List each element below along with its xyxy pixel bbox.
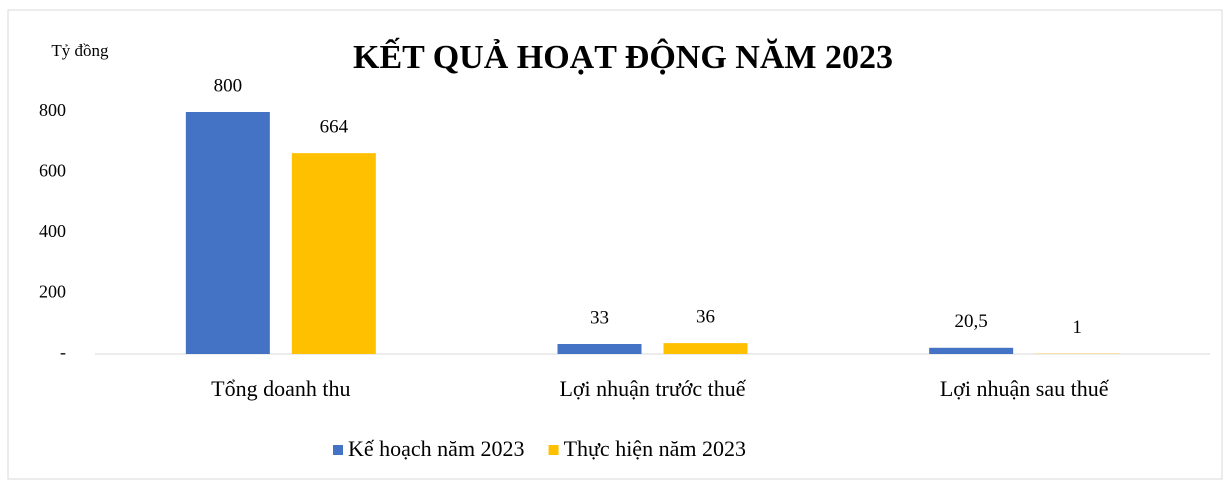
value-label: 33 [590,307,609,328]
bar [663,343,748,354]
value-label: 800 [214,75,243,96]
y-tick-label: 200 [39,282,66,302]
value-label: 20,5 [955,311,988,332]
legend-label: Kế hoạch năm 2023 [348,436,525,461]
y-tick-label: 800 [39,100,66,120]
x-tick-label: Lợi nhuận trước thuế [559,376,746,401]
legend-swatch [333,445,343,455]
value-label: 1 [1072,317,1082,338]
value-label: 664 [320,116,349,137]
y-tick-label: - [60,342,66,362]
x-tick-label: Lợi nhuận sau thuế [940,376,1110,401]
y-tick-label: 400 [39,221,66,241]
legend-swatch [548,445,559,455]
bar [291,153,376,354]
legend-label: Thực hiện năm 2023 [564,436,746,461]
bar [185,112,270,354]
y-axis-label: Tỷ đồng [51,41,109,60]
y-tick-label: 600 [39,161,66,181]
bar [929,347,1014,354]
x-tick-label: Tổng doanh thu [211,376,350,401]
bar [557,344,642,354]
chart-title: KẾT QUẢ HOẠT ĐỘNG NĂM 2023 [353,37,893,76]
value-label: 36 [696,306,715,327]
